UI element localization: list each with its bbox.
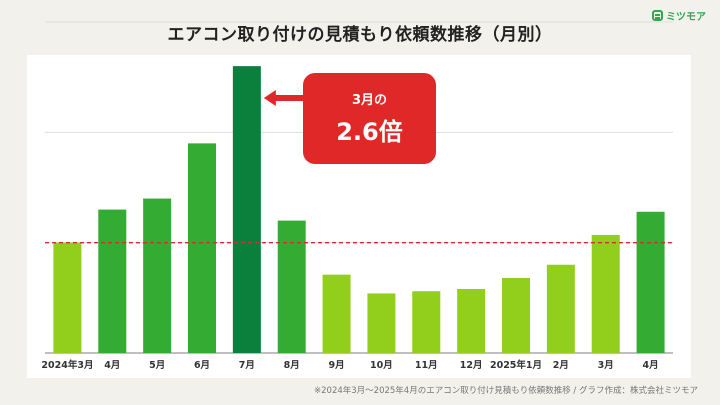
bar — [53, 242, 82, 353]
bar — [502, 277, 530, 353]
bar — [98, 209, 127, 353]
x-tick-label: 11月 — [415, 360, 438, 371]
x-tick-label: 9月 — [329, 360, 345, 371]
source-note: ※2024年3月〜2025年4月のエアコン取り付け見積もり依頼数推移 / グラフ… — [314, 386, 698, 396]
bar — [636, 211, 665, 353]
callout-arrow-group — [263, 90, 305, 106]
bar — [546, 264, 575, 353]
bar — [457, 289, 486, 353]
x-tick-label: 2025年1月 — [490, 359, 542, 371]
callout-arrow-shaft — [273, 95, 305, 101]
chart-title: エアコン取り付けの見積もり依頼数推移（月別） — [167, 25, 553, 45]
bar — [188, 143, 216, 353]
x-tick-label: 8月 — [284, 360, 300, 371]
callout-line1: 3月の — [351, 93, 388, 108]
x-tick-label: 7月 — [239, 360, 255, 371]
brand-logo: ミツモア — [652, 8, 706, 23]
x-tick-label: 10月 — [370, 360, 393, 371]
x-tick-label: 2月 — [553, 360, 569, 371]
bar — [277, 220, 306, 353]
bars — [53, 66, 665, 353]
bar — [322, 274, 351, 353]
callout-box: 3月の 2.6倍 — [303, 73, 436, 164]
bar — [232, 66, 261, 353]
callout-arrow-head — [263, 90, 276, 106]
callout-line2: 2.6倍 — [336, 118, 403, 146]
bar — [367, 293, 396, 353]
x-tick-label: 4月 — [643, 360, 659, 371]
x-tick-label: 5月 — [149, 360, 165, 371]
x-tick-label: 2024年3月 — [41, 359, 93, 371]
grid-lines — [45, 21, 673, 354]
bar — [143, 198, 172, 353]
bar — [412, 291, 441, 353]
x-tick-label: 6月 — [194, 360, 210, 371]
x-tick-label: 12月 — [460, 360, 483, 371]
bar — [591, 234, 620, 353]
brand-name: ミツモア — [666, 12, 706, 23]
x-tick-label: 4月 — [104, 360, 120, 371]
brand-icon — [652, 10, 663, 21]
x-tick-labels: 2024年3月 4月 5月 6月 7月 8月 9月 10月 11月 12月 2025年1月 2月 3月 4… — [41, 359, 658, 371]
x-tick-label: 3月 — [598, 360, 614, 371]
